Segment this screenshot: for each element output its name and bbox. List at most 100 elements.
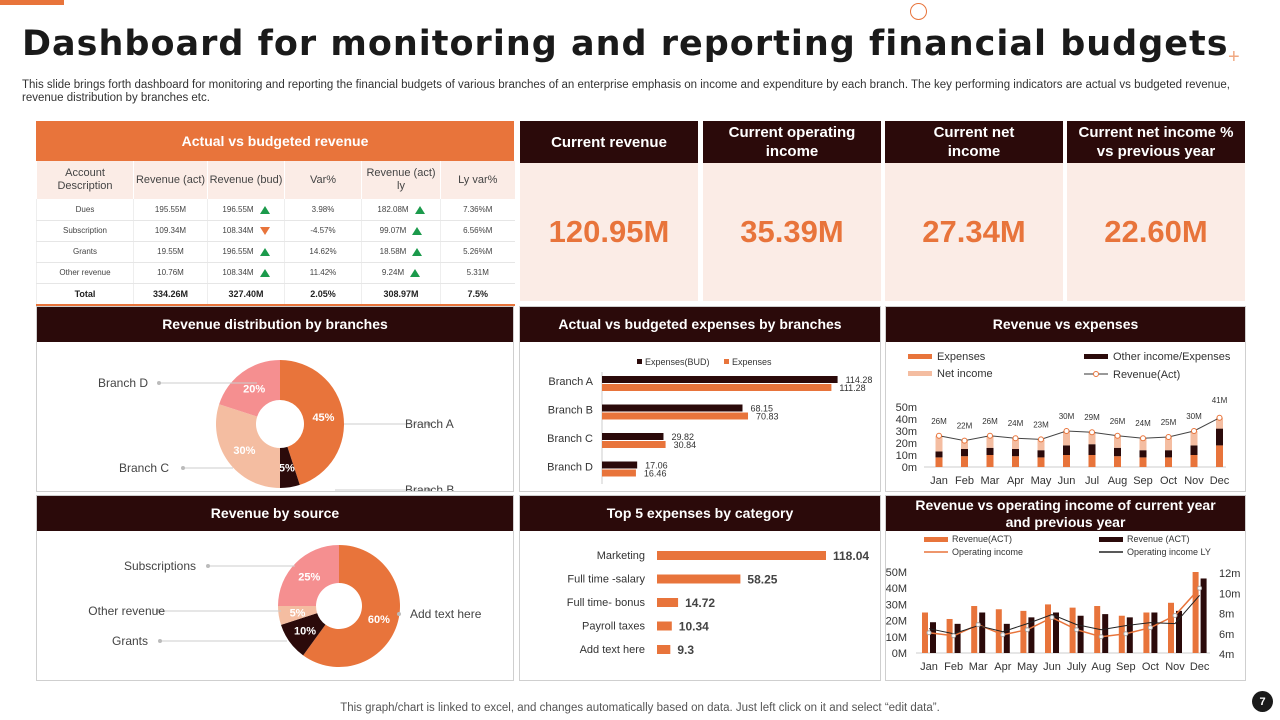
- revenue-marker: [1038, 436, 1044, 443]
- y2-tick-label: 4m: [1219, 649, 1234, 661]
- stacked-bar-segment: [1012, 449, 1019, 457]
- slice-label: 60%: [368, 614, 390, 626]
- legend-label: Expenses: [732, 357, 772, 367]
- x-tick-label: Jun: [1058, 475, 1076, 487]
- operating-income-marker: [926, 630, 932, 636]
- bar-budget: [602, 404, 743, 412]
- slice-label: 25%: [298, 571, 320, 583]
- trend-up-icon: [414, 205, 425, 214]
- x-tick-label: May: [1031, 475, 1052, 487]
- table-total-row: Total 334.26M 327.40M 2.05% 308.97M 7.5%: [36, 283, 515, 306]
- operating-income-marker: [1197, 585, 1203, 591]
- bar-revenue-current: [971, 606, 978, 653]
- panel-title: Actual vs budgeted expenses by branches: [520, 307, 880, 342]
- bar-revenue-previous: [1053, 612, 1059, 653]
- stacked-bar-segment: [1063, 431, 1070, 446]
- cell-lyvar: 5.26%M: [440, 241, 515, 263]
- stacked-bar-segment: [1139, 457, 1147, 467]
- category-label: Branch D: [98, 376, 148, 390]
- data-label: 23M: [1033, 420, 1049, 429]
- revenue-expenses-chart[interactable]: Expenses Other income/Expenses Net income R…: [886, 342, 1246, 492]
- x-tick-label: Dec: [1210, 475, 1230, 487]
- x-tick-label: Mar: [969, 661, 988, 673]
- operating-income-marker: [1172, 613, 1178, 619]
- data-label: 25M: [1161, 418, 1177, 427]
- source-pie-chart[interactable]: 60% 10% 5% 25% Add text here Grants Other reve…: [37, 531, 514, 681]
- panel-title: Revenue vs expenses: [886, 307, 1245, 342]
- x-tick-label: Jun: [1043, 661, 1061, 673]
- y2-tick-label: 8m: [1219, 609, 1234, 621]
- category-label: Payroll taxes: [582, 621, 645, 633]
- avb-table-title: Actual vs budgeted revenue: [36, 121, 514, 161]
- column-header: Ly var%: [440, 161, 515, 199]
- stacked-bar-segment: [1165, 450, 1172, 458]
- top5-expenses-panel: Top 5 expenses by category Marketing 118.…: [519, 495, 881, 681]
- stacked-bar-segment: [1114, 456, 1121, 467]
- bar-revenue-previous: [1176, 610, 1182, 653]
- bar-revenue-previous: [1126, 617, 1133, 653]
- bar-expenses: [602, 412, 749, 420]
- stacked-bar-segment: [935, 451, 943, 458]
- expenses-branches-bar-chart[interactable]: Expenses(BUD) Expenses Branch A 114.28111.2…: [520, 342, 881, 492]
- kpi-value: 27.34M: [885, 163, 1063, 301]
- x-tick-label: Feb: [955, 475, 974, 487]
- cell-revenue-bud: 108.34M: [207, 262, 285, 284]
- revenue-marker: [961, 437, 968, 444]
- revenue-marker: [1012, 435, 1019, 442]
- leader-dot: [427, 422, 431, 426]
- column-header: Revenue (act) ly: [361, 161, 441, 199]
- x-tick-label: July: [1067, 661, 1087, 673]
- data-label: 29.82: [671, 432, 694, 442]
- revenue-operating-income-chart[interactable]: Revenue(ACT) Revenue (ACT) Operating incom…: [886, 531, 1246, 681]
- pie-slice: [280, 613, 326, 656]
- cell-value: 108.34M: [222, 268, 254, 277]
- stacked-bar-segment: [935, 435, 943, 452]
- bar: [657, 645, 671, 654]
- category-label: Full time- bonus: [567, 597, 646, 609]
- revenue-marker: [1114, 432, 1121, 439]
- cell-revenue-bud: 196.55M: [207, 241, 285, 263]
- data-label: 24M: [1008, 419, 1024, 428]
- data-label: 14.72: [685, 596, 715, 610]
- legend-swatch: [637, 359, 642, 364]
- y-tick-label: 20m: [896, 438, 917, 450]
- x-tick-label: Jul: [1085, 475, 1099, 487]
- top5-expenses-bar-chart[interactable]: Marketing 118.04 Full time -salary 58.25 Ful…: [520, 531, 881, 681]
- plus-decoration-icon: +: [1228, 46, 1240, 68]
- trend-up-icon: [259, 247, 270, 256]
- page-title: Dashboard for monitoring and reporting f…: [22, 24, 1229, 64]
- cell-value: 99.07M: [379, 226, 407, 235]
- column-header: Revenue (act): [133, 161, 208, 199]
- x-tick-label: Aug: [1091, 661, 1111, 673]
- data-label: 16.46: [644, 469, 667, 479]
- bar: [657, 621, 672, 631]
- branch-pie-chart[interactable]: 45% 5% 30% 20% Branch A Branch B Branch C Branc…: [37, 342, 514, 492]
- legend-swatch: [1099, 537, 1123, 542]
- total-cell: 7.5%: [440, 283, 515, 306]
- table-row: Dues 195.55M 196.55M 3.98% 182.08M 7.36%M: [36, 199, 515, 221]
- kpi-label: Current revenue: [520, 121, 698, 163]
- revenue-marker: [1063, 428, 1070, 434]
- stacked-bar-segment: [1012, 438, 1019, 449]
- bar-revenue-previous: [930, 622, 936, 653]
- stacked-bar-segment: [961, 449, 968, 457]
- legend-label: Net income: [937, 368, 993, 380]
- cell-var: -4.57%: [284, 220, 362, 242]
- leader-dot: [427, 488, 431, 491]
- category-label: Branch B: [405, 483, 454, 492]
- cell-var: 3.98%: [284, 199, 362, 221]
- trend-up-icon: [412, 247, 423, 256]
- x-tick-label: Oct: [1160, 475, 1177, 487]
- kpi-label: Current net income: [885, 121, 1063, 163]
- data-label: 22M: [957, 422, 973, 431]
- data-label: 30.84: [674, 440, 697, 450]
- y-tick-label: 0m: [902, 462, 917, 474]
- y-tick-label: 30M: [886, 599, 907, 611]
- column-header: Var%: [284, 161, 362, 199]
- expenses-by-branches-panel: Actual vs budgeted expenses by branches …: [519, 306, 881, 492]
- y2-tick-label: 10m: [1219, 588, 1240, 600]
- x-tick-label: May: [1017, 661, 1038, 673]
- bar-expenses: [602, 469, 636, 477]
- legend-label: Revenue(Act): [1113, 369, 1180, 381]
- revenue-marker: [1140, 435, 1146, 442]
